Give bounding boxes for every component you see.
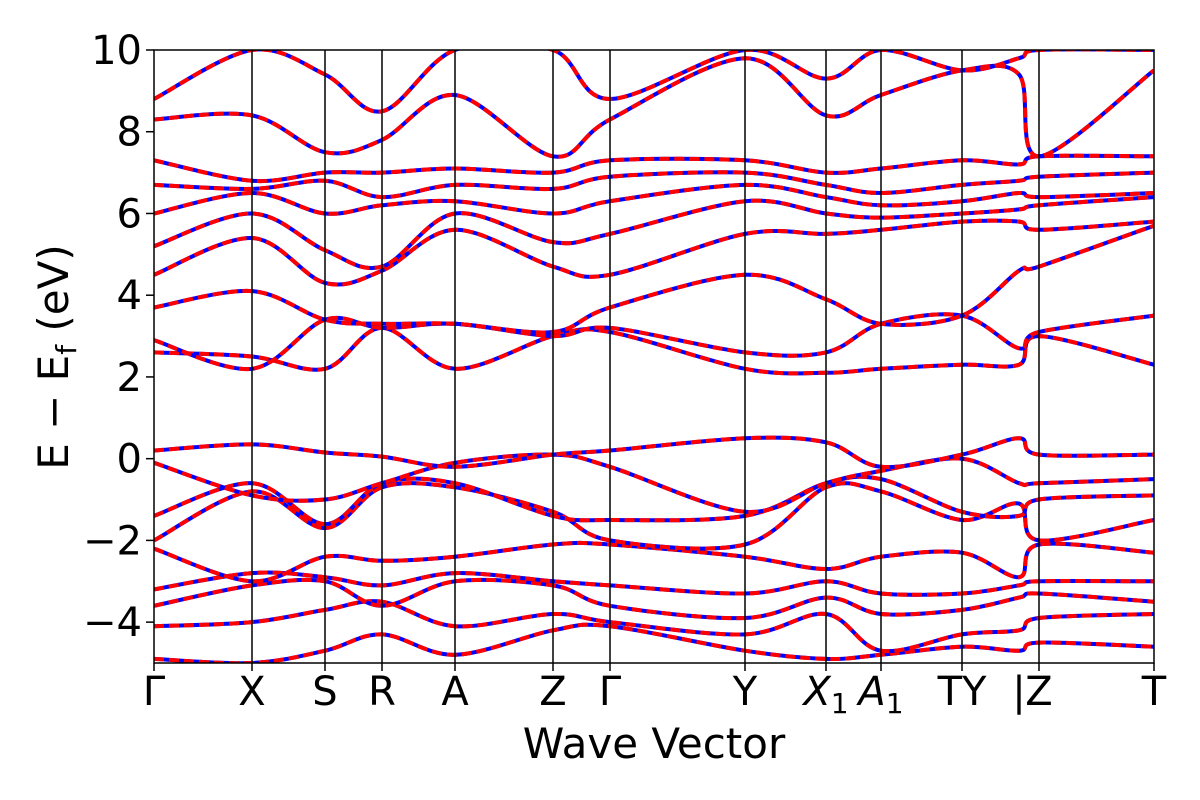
y-tick-label: −4 [83, 600, 142, 646]
band-15-red [154, 182, 1154, 216]
x-tick-label-11: TY [937, 669, 987, 715]
band-18-red [154, 56, 1154, 159]
band-12-blue [154, 223, 1154, 335]
y-axis-title-main: E − E [29, 355, 78, 470]
x-tick-label-12: | [1012, 669, 1025, 715]
kpoint-lines [251, 50, 1040, 663]
x-axis-title: Wave Vector [523, 719, 786, 768]
band-12-red [154, 223, 1154, 335]
band-19-red [154, 50, 1154, 114]
y-tick-label: 2 [117, 355, 142, 401]
y-axis-title: E − Ef (eV) [29, 244, 83, 470]
y-axis-title-unit: (eV) [29, 244, 78, 345]
y-tick-label: 6 [117, 191, 142, 237]
band-16-red [154, 170, 1154, 200]
x-tick-label-3: S [312, 669, 337, 715]
y-axis-ticks: 10 8 6 4 2 0 −2 −4 [83, 28, 154, 646]
x-tick-label-1: Γ [143, 669, 166, 715]
band-9-red [154, 435, 1154, 470]
x-tick-label-2: X [238, 669, 265, 715]
x-tick-label-6: Z [539, 669, 566, 715]
x-tick-label-4: R [368, 669, 396, 715]
x-tick-label-9: X1 [801, 669, 848, 720]
band-1-red [154, 622, 1154, 663]
band-13-red [154, 218, 1154, 287]
band-3-red [154, 577, 1154, 621]
band-2-blue [154, 599, 1154, 654]
band-2-red [154, 599, 1154, 654]
x-axis-ticks: Γ X S R A Z Γ Y X1 A1 TY | Z T [143, 663, 1167, 720]
x-tick-label-13: Z [1025, 669, 1052, 715]
y-tick-label: 8 [117, 110, 142, 156]
y-tick-label: 0 [117, 437, 142, 483]
band-17-red [154, 153, 1154, 184]
x-tick-label-7: Γ [599, 669, 622, 715]
y-tick-label: 10 [91, 28, 142, 74]
y-tick-label: −2 [83, 518, 142, 564]
band-4-red [154, 570, 1154, 597]
band-19-blue [154, 50, 1154, 114]
y-axis-title-sub: f [50, 344, 83, 355]
y-tick-label: 4 [117, 273, 142, 319]
band-8-red [154, 452, 1154, 514]
x-tick-label-8: Y [732, 669, 758, 715]
plot-frame [153, 49, 1155, 664]
x-tick-label-5: A [441, 669, 469, 715]
band-6-red [154, 481, 1154, 551]
x-tick-label-10: A1 [855, 669, 903, 720]
band-10-red [154, 325, 1154, 376]
bands-layer [154, 50, 1154, 663]
band-11-red [154, 312, 1154, 372]
band-13-blue [154, 218, 1154, 287]
x-tick-label-14: T [1141, 669, 1167, 715]
